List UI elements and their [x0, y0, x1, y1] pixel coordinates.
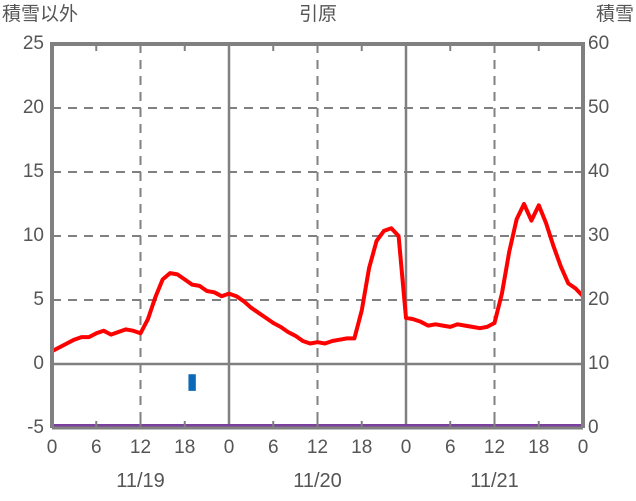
y-tick-right-30: 30	[588, 225, 610, 246]
x-tick-30: 6	[267, 437, 279, 458]
x-tick-6: 6	[90, 437, 102, 458]
y-tick-right-60: 60	[588, 33, 610, 54]
x-tick-60: 12	[483, 437, 506, 458]
y-tick-right-10: 10	[588, 353, 610, 374]
y-tick-left-5: 5	[33, 289, 44, 310]
x-tick-0: 0	[46, 437, 58, 458]
y-tick-right-20: 20	[588, 289, 610, 310]
x-tick-36: 12	[306, 437, 329, 458]
x-tick-48: 0	[400, 437, 412, 458]
y-tick-right-50: 50	[588, 97, 610, 118]
series-nonsnow-line	[50, 202, 585, 354]
y-tick-left-10: 10	[22, 225, 44, 246]
x-tick-66: 18	[528, 437, 550, 458]
page-title: 引原	[298, 4, 337, 25]
y-tick-left-15: 15	[22, 161, 44, 182]
y-tick-left-0: 0	[33, 353, 44, 374]
right-axis-title: 積雪	[595, 4, 634, 25]
day-label-11-21: 11/21	[470, 470, 519, 492]
y-tick-left--5: -5	[27, 417, 44, 438]
blue-marker-icon	[188, 374, 196, 391]
x-tick-72: 0	[577, 437, 589, 458]
x-tick-12: 12	[129, 437, 152, 458]
tick-marks	[52, 44, 583, 428]
y-tick-right-0: 0	[588, 417, 599, 438]
x-tick-18: 18	[174, 437, 196, 458]
y-tick-left-25: 25	[22, 33, 44, 54]
left-axis-title: 積雪以外	[2, 4, 79, 25]
y-tick-left-20: 20	[22, 97, 44, 118]
y-tick-right-40: 40	[588, 161, 610, 182]
x-tick-24: 0	[223, 437, 235, 458]
x-tick-42: 18	[351, 437, 373, 458]
x-tick-54: 6	[444, 437, 456, 458]
day-label-11-20: 11/20	[293, 470, 342, 492]
day-label-11-19: 11/19	[116, 470, 165, 492]
